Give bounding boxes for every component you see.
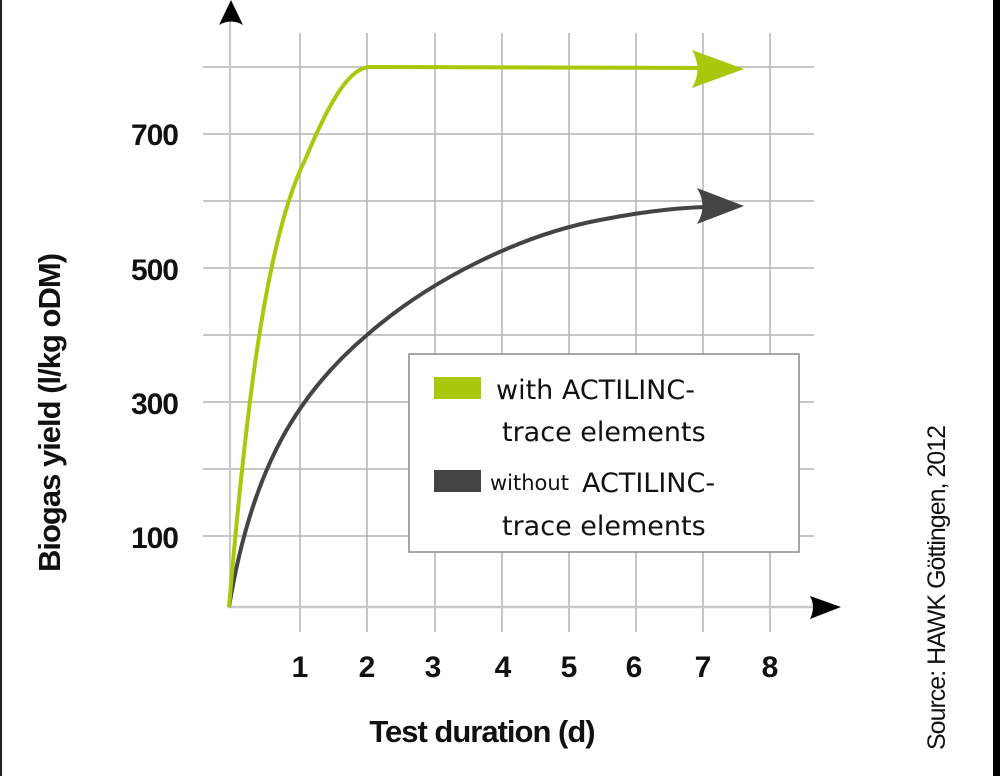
x-tick-3: 3 — [425, 651, 442, 684]
series-without-line — [227, 205, 713, 608]
x-tick-1: 1 — [292, 651, 309, 684]
legend-without-line2: trace elements — [502, 511, 706, 542]
y-tick-700: 700 — [131, 119, 178, 152]
legend-swatch-with — [434, 377, 481, 399]
x-axis-arrow-icon — [810, 596, 841, 619]
y-tick-300: 300 — [131, 388, 178, 421]
series-with-line — [227, 64, 713, 608]
source-annotation: Source: HAWK Göttingen, 2012 — [923, 426, 951, 750]
x-tick-6: 6 — [626, 651, 643, 684]
x-tick-4: 4 — [495, 651, 512, 684]
legend-with-line1: with ACTILINC- — [496, 375, 695, 406]
series-without-arrow-icon — [697, 188, 744, 224]
y-axis-label: Biogas yield (l/kg oDM) — [32, 254, 67, 572]
x-axis-label: Test duration (d) — [369, 714, 594, 749]
x-tick-5: 5 — [561, 651, 578, 684]
y-axis-arrow-icon — [219, 0, 243, 25]
x-tick-labels: 1 2 3 4 5 6 7 8 — [292, 651, 779, 684]
legend-without-line1: ACTILINC- — [582, 468, 715, 499]
y-tick-labels: 700 500 300 100 — [131, 119, 179, 555]
x-tick-2: 2 — [359, 651, 376, 684]
legend-swatch-without — [434, 470, 481, 492]
x-tick-8: 8 — [762, 651, 779, 684]
legend-without-prefix: without — [490, 471, 569, 495]
x-tick-7: 7 — [695, 651, 712, 684]
left-border — [0, 0, 2, 776]
y-tick-100: 100 — [131, 522, 178, 555]
y-tick-500: 500 — [131, 254, 178, 287]
legend: with ACTILINC- trace elements without AC… — [408, 353, 800, 553]
legend-with-line2: trace elements — [502, 417, 706, 448]
series-with-arrow-icon — [692, 50, 744, 88]
axes — [219, 0, 841, 619]
right-border — [993, 0, 1000, 776]
